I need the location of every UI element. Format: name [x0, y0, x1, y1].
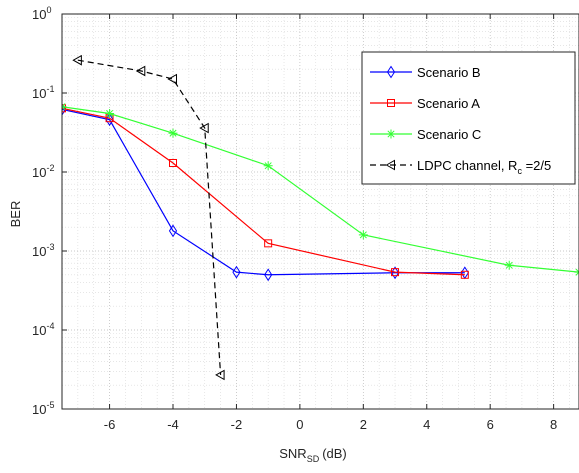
y-tick-label: 10-1: [32, 84, 54, 101]
y-tick-label: 10-2: [32, 163, 54, 180]
axes-layer: [61, 13, 579, 410]
x-axis-label-sub: SD: [307, 454, 320, 464]
data-point-asterisk: [358, 230, 368, 240]
y-tick-exponent: -3: [46, 242, 54, 252]
data-point-triangle: [385, 159, 395, 171]
y-tick-label: 10-5: [32, 400, 54, 417]
series-line: [77, 59, 222, 375]
data-point-triangle: [167, 73, 178, 85]
legend-label-name: Scenario C: [417, 127, 481, 142]
y-tick-base: 10: [32, 165, 46, 180]
data-point-diamond: [168, 224, 178, 238]
legend-label: Scenario A: [417, 96, 480, 111]
y-tick-label: 100: [32, 5, 51, 22]
data-point-square: [391, 268, 400, 277]
asterisk-stroke: [387, 130, 395, 138]
legend-label-name: LDPC channel, R: [417, 158, 517, 173]
series-line: [62, 107, 465, 276]
legend-label: LDPC channel, Rc =2/5: [417, 158, 551, 176]
y-tick-base: 10: [32, 402, 46, 417]
x-axis-label-main: SNR: [279, 446, 306, 461]
x-axis-label-unit: (dB): [322, 446, 347, 461]
y-tick-label: 10-4: [32, 321, 54, 338]
asterisk-stroke: [62, 103, 66, 108]
legend-label-name: Scenario A: [417, 96, 480, 111]
x-axis-label: SNRSD (dB): [279, 446, 347, 464]
y-tick-label: 10-3: [32, 242, 54, 259]
asterisk-stroke: [169, 129, 177, 137]
x-tick-label: 4: [423, 417, 430, 432]
series-3: [62, 102, 579, 277]
y-tick-base: 10: [32, 323, 46, 338]
legend-label-name: Scenario B: [417, 65, 481, 80]
plot-frame: [61, 13, 579, 410]
asterisk-stroke: [264, 162, 272, 170]
data-point-triangle: [215, 369, 225, 381]
data-point-square: [62, 104, 66, 113]
data-point-triangle: [72, 54, 82, 66]
data-point-asterisk: [386, 129, 396, 139]
legend-label: Scenario C: [417, 127, 481, 142]
legend-box: [361, 51, 576, 185]
x-tick-label: -4: [167, 417, 179, 432]
y-tick-exponent: 0: [46, 5, 51, 15]
asterisk-stroke: [62, 106, 66, 111]
data-point-triangle: [199, 122, 209, 134]
data-point-asterisk: [168, 128, 178, 138]
data-point-asterisk: [263, 161, 273, 171]
x-tick-label: 8: [550, 417, 557, 432]
y-tick-exponent: -5: [46, 400, 54, 410]
data-point-square: [460, 270, 469, 279]
y-tick-base: 10: [32, 7, 46, 22]
data-point-asterisk: [574, 267, 579, 277]
x-tick-label: -2: [231, 417, 243, 432]
legend: Scenario B Scenario A Scenario C LDPC chann…: [361, 51, 576, 185]
x-tick-label: 2: [360, 417, 367, 432]
data-point-asterisk: [504, 260, 514, 270]
y-tick-exponent: -4: [46, 321, 54, 331]
asterisk-stroke: [359, 231, 367, 239]
data-point-square: [169, 158, 178, 167]
series-1: [62, 102, 469, 282]
legend-label: Scenario B: [417, 65, 481, 80]
data-point-square: [264, 239, 273, 248]
y-tick-base: 10: [32, 244, 46, 259]
y-tick-exponent: -1: [46, 84, 54, 94]
asterisk-stroke: [575, 268, 579, 273]
asterisk-stroke: [575, 271, 579, 276]
data-point-diamond: [390, 266, 400, 280]
data-point-asterisk: [62, 102, 67, 112]
series-4: [72, 54, 225, 381]
x-tick-label: 6: [487, 417, 494, 432]
data-point-diamond: [232, 265, 241, 279]
series-layer: [62, 54, 579, 381]
legend-label-suffix: =2/5: [522, 158, 551, 173]
data-point-square: [387, 99, 395, 107]
y-tick-base: 10: [32, 86, 46, 101]
series-2: [62, 104, 469, 279]
y-tick-exponent: -2: [46, 163, 54, 173]
asterisk-stroke: [106, 109, 114, 118]
asterisk-stroke: [505, 261, 513, 269]
data-point-diamond: [264, 268, 273, 282]
series-line: [62, 108, 465, 276]
data-point-asterisk: [105, 109, 115, 119]
data-point-triangle: [135, 65, 146, 77]
y-axis-label: BER: [8, 201, 23, 228]
x-tick-label: 0: [296, 417, 303, 432]
data-point-diamond: [386, 65, 396, 79]
x-tick-label: -6: [104, 417, 116, 432]
legend-label-sub: c: [517, 166, 522, 176]
